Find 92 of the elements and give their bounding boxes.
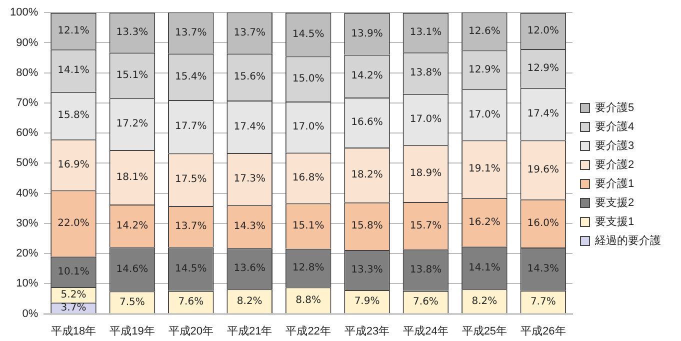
data-label: 3.7% (60, 302, 86, 314)
data-label: 19.6% (527, 164, 560, 176)
data-label: 14.1% (468, 262, 500, 274)
y-tick-label: 0% (22, 308, 38, 320)
legend-label: 要介護5 (595, 101, 634, 114)
data-label: 5.2% (60, 289, 86, 300)
data-label: 14.2% (351, 70, 383, 82)
data-label: 12.8% (292, 262, 324, 274)
data-label: 12.0% (527, 26, 560, 37)
legend-label: 要支援2 (595, 196, 634, 210)
data-label: 16.8% (292, 172, 324, 184)
legend-label: 経過的要介護 (594, 234, 661, 248)
data-label: 15.0% (292, 73, 324, 84)
x-tick-label: 平成19年 (110, 324, 155, 338)
data-label: 13.6% (234, 263, 266, 274)
data-label: 12.9% (468, 64, 500, 76)
data-label: 8.2% (472, 296, 498, 307)
data-label: 13.3% (351, 264, 383, 276)
y-tick-label: 60% (16, 127, 38, 140)
legend-label: 要支援1 (595, 215, 634, 228)
y-tick-label: 30% (16, 217, 38, 230)
y-tick-label: 40% (16, 187, 38, 200)
data-label: 12.6% (468, 26, 500, 37)
data-label: 7.7% (530, 296, 556, 308)
x-tick-label: 平成21年 (226, 324, 272, 338)
x-tick-label: 平成18年 (50, 324, 96, 338)
data-label: 13.8% (410, 264, 442, 276)
data-label: 13.7% (175, 221, 207, 232)
data-label: 7.6% (413, 296, 438, 308)
y-tick-label: 80% (16, 66, 38, 79)
legend-label: 要介護2 (595, 158, 634, 172)
data-label: 16.2% (468, 216, 500, 228)
data-label: 14.6% (116, 264, 148, 275)
data-label: 12.9% (527, 63, 560, 74)
data-label: 15.8% (58, 110, 90, 122)
data-label: 13.7% (175, 28, 207, 39)
x-tick-label: 平成25年 (462, 324, 508, 338)
data-label: 13.7% (234, 28, 266, 39)
legend-label: 要介護3 (595, 139, 634, 152)
data-label: 16.0% (527, 218, 560, 230)
data-label: 15.7% (410, 220, 442, 232)
data-label: 19.1% (468, 164, 500, 175)
data-label: 14.3% (527, 264, 560, 275)
legend-label: 要介護1 (595, 177, 634, 190)
data-label: 12.1% (58, 26, 90, 37)
data-label: 14.1% (58, 65, 90, 76)
data-label: 17.3% (234, 174, 266, 185)
data-label: 17.2% (116, 118, 148, 130)
data-label: 14.3% (234, 221, 266, 232)
data-label: 15.6% (234, 72, 266, 83)
data-label: 22.0% (58, 218, 90, 230)
data-label: 13.9% (351, 28, 383, 40)
data-label: 15.1% (116, 70, 148, 81)
data-label: 16.6% (351, 117, 383, 128)
x-tick-label: 平成20年 (168, 324, 214, 338)
data-label: 17.4% (527, 108, 560, 120)
data-label: 13.8% (410, 68, 442, 79)
data-label: 17.0% (410, 114, 442, 126)
data-label: 7.5% (119, 296, 145, 308)
y-tick-label: 90% (16, 36, 38, 49)
data-label: 17.4% (234, 121, 266, 132)
data-label: 14.5% (292, 29, 324, 40)
data-label: 15.8% (351, 220, 383, 232)
x-tick-label: 平成23年 (344, 324, 390, 338)
data-label: 8.2% (236, 296, 262, 307)
y-tick-label: 50% (16, 157, 38, 170)
y-tick-label: 70% (16, 96, 38, 109)
data-label: 18.9% (410, 168, 442, 180)
data-label: 8.8% (296, 294, 322, 306)
data-label: 7.9% (354, 296, 380, 308)
y-tick-label: 100% (10, 6, 38, 19)
x-tick-label: 平成24年 (403, 324, 448, 338)
data-label: 17.5% (175, 174, 207, 186)
data-label: 15.1% (292, 220, 324, 232)
legend-label: 要介護4 (595, 120, 634, 134)
data-label: 15.4% (175, 71, 207, 82)
data-label: 18.1% (116, 172, 148, 183)
x-tick-label: 平成22年 (286, 324, 331, 338)
data-label: 18.2% (351, 170, 383, 181)
data-label: 17.0% (292, 122, 324, 133)
x-tick-label: 平成26年 (520, 324, 566, 338)
data-label: 13.3% (116, 27, 148, 38)
y-tick-label: 20% (16, 248, 38, 260)
data-label: 14.2% (116, 220, 148, 232)
data-label: 10.1% (58, 266, 90, 278)
data-label: 16.9% (58, 159, 90, 170)
data-label: 13.1% (410, 27, 442, 38)
data-label: 7.6% (178, 296, 204, 308)
y-tick-label: 10% (16, 278, 38, 290)
data-label: 17.7% (175, 121, 207, 132)
data-label: 14.5% (175, 264, 207, 275)
data-label: 17.0% (468, 109, 500, 120)
